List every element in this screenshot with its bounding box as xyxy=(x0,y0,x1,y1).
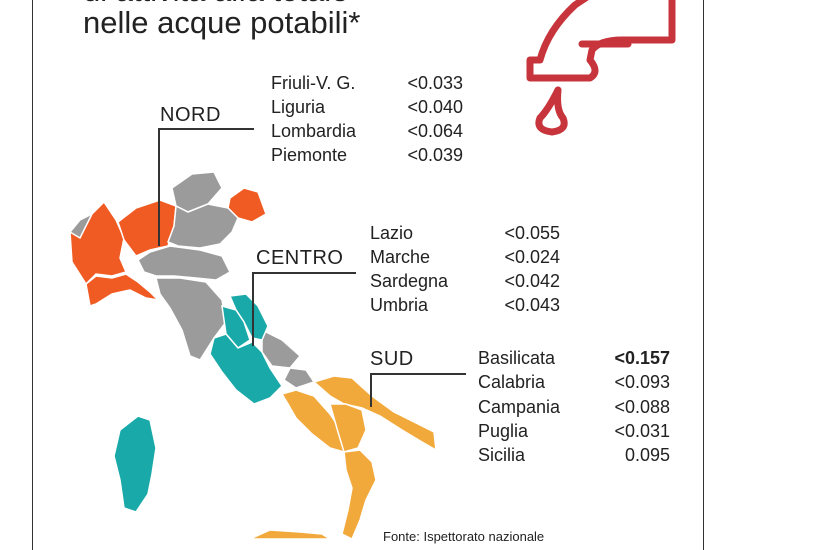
region-value: <0.157 xyxy=(614,348,670,368)
list-item: Sardegna <0.042 xyxy=(370,271,560,292)
list-item: Sicilia 0.095 xyxy=(478,445,670,466)
region-calabria xyxy=(341,449,377,539)
region-value: <0.039 xyxy=(407,145,463,165)
region-value: <0.031 xyxy=(614,421,670,441)
region-value: <0.064 xyxy=(407,121,463,141)
region-piemonte xyxy=(69,200,128,286)
region-vda xyxy=(68,212,94,240)
region-sicilia xyxy=(249,529,332,539)
leader-line-nord xyxy=(158,128,160,246)
region-value: 0.095 xyxy=(624,445,670,465)
leader-line-sud xyxy=(370,373,372,407)
region-lazio xyxy=(209,333,283,405)
region-label-nord: NORD xyxy=(160,104,221,126)
region-value: <0.088 xyxy=(614,397,670,417)
list-item: Basilicata <0.157 xyxy=(478,348,670,369)
region-value: <0.042 xyxy=(504,271,560,291)
list-item: Marche <0.024 xyxy=(370,247,560,268)
region-sardegna xyxy=(113,415,157,513)
region-name: Marche xyxy=(370,247,431,267)
map-centro xyxy=(113,293,283,513)
region-molise xyxy=(283,367,316,389)
region-value: <0.043 xyxy=(504,295,560,315)
region-name: Basilicata xyxy=(478,348,556,368)
region-name: Sardegna xyxy=(370,271,449,291)
leader-line-centro-h xyxy=(252,272,356,274)
list-item: Lombardia <0.064 xyxy=(271,121,463,142)
title-line-2: nelle acque potabili* xyxy=(83,5,361,40)
region-name: Campania xyxy=(478,397,561,417)
water-tap-icon xyxy=(526,0,676,136)
region-value: <0.024 xyxy=(504,247,560,267)
map-sud xyxy=(249,375,437,539)
region-toscana xyxy=(155,277,227,361)
list-item: Puglia <0.031 xyxy=(478,421,670,442)
leader-line-nord-h xyxy=(158,128,254,130)
region-emilia xyxy=(137,245,231,281)
region-name: Lazio xyxy=(370,223,414,243)
region-label-sud: SUD xyxy=(370,348,414,370)
list-item: Calabria <0.093 xyxy=(478,372,670,393)
region-liguria xyxy=(85,273,161,307)
region-basilicata xyxy=(329,403,367,453)
map-nord xyxy=(69,187,267,307)
region-value: <0.033 xyxy=(407,73,463,93)
region-name: Calabria xyxy=(478,372,546,392)
title-line-1: di attività alfa totale xyxy=(83,0,348,8)
region-veneto xyxy=(167,203,239,249)
region-value: <0.093 xyxy=(614,372,670,392)
region-name: Piemonte xyxy=(271,145,348,165)
region-name: Friuli-V. G. xyxy=(271,73,356,93)
region-value: <0.055 xyxy=(504,223,560,243)
list-item: Umbria <0.043 xyxy=(370,295,560,316)
region-name: Puglia xyxy=(478,421,529,441)
region-value: <0.040 xyxy=(407,97,463,117)
list-item: Liguria <0.040 xyxy=(271,97,463,118)
list-item: Campania <0.088 xyxy=(478,397,670,418)
region-name: Umbria xyxy=(370,295,429,315)
list-item: Piemonte <0.039 xyxy=(271,145,463,166)
source-note: Fonte: Ispettorato nazionale xyxy=(383,529,545,544)
leader-line-centro xyxy=(252,272,254,346)
list-item: Lazio <0.055 xyxy=(370,223,560,244)
region-name: Sicilia xyxy=(478,445,526,465)
region-name: Lombardia xyxy=(271,121,357,141)
leader-line-sud-h xyxy=(370,373,466,375)
list-item: Friuli-V. G. <0.033 xyxy=(271,73,463,94)
map-other xyxy=(68,171,316,389)
region-label-centro: CENTRO xyxy=(256,247,344,269)
region-name: Liguria xyxy=(271,97,326,117)
